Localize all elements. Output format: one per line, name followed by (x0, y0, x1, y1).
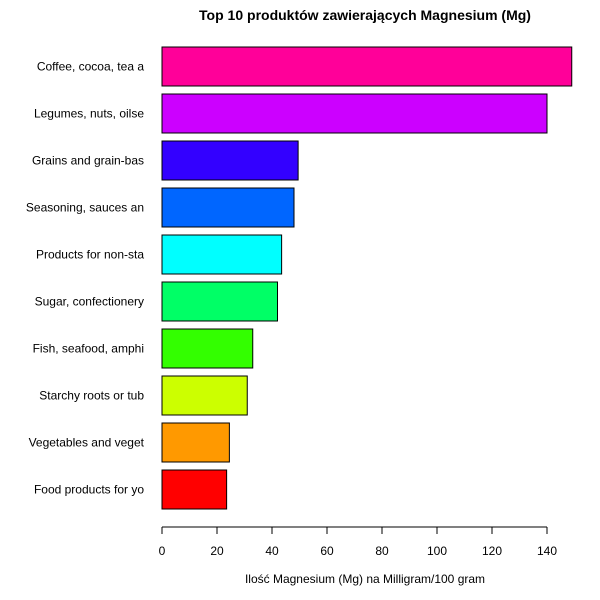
bar-starchy-roots-or-tub (161, 375, 248, 416)
bar-coffee-cocoa-tea-a (161, 46, 573, 87)
x-tick-label: 140 (537, 544, 557, 558)
bar-vegetables-and-veget (161, 422, 230, 463)
x-tick-label: 20 (210, 544, 224, 558)
bar-grains-and-grain-bas (161, 140, 299, 181)
category-label: Fish, seafood, amphi (33, 342, 144, 356)
category-label: Sugar, confectionery (35, 295, 144, 309)
category-labels: Coffee, cocoa, tea a Legumes, nuts, oilse… (26, 60, 145, 497)
x-tick-label: 120 (482, 544, 502, 558)
category-label: Coffee, cocoa, tea a (37, 60, 145, 74)
bar-products-for-non-sta (161, 234, 283, 275)
x-tick-label: 40 (265, 544, 279, 558)
bar-legumes-nuts-oilse (161, 93, 548, 134)
category-label: Seasoning, sauces an (26, 201, 144, 215)
category-label: Vegetables and veget (29, 436, 145, 450)
x-tick-label: 80 (375, 544, 389, 558)
chart-title: Top 10 produktów zawierających Magnesium… (199, 7, 531, 23)
category-label: Starchy roots or tub (39, 389, 144, 403)
x-axis-label: Ilość Magnesium (Mg) na Milligram/100 gr… (245, 572, 485, 586)
category-label: Food products for yo (34, 483, 144, 497)
category-label: Grains and grain-bas (32, 154, 144, 168)
x-axis: 0 20 40 60 80 100 120 140 (159, 526, 557, 558)
x-tick-label: 60 (320, 544, 334, 558)
bar-fish-seafood-amphi (161, 328, 254, 369)
bar-food-products-for-yo (161, 469, 228, 510)
bar-sugar-confectionery (161, 281, 278, 322)
category-label: Legumes, nuts, oilse (34, 107, 144, 121)
bars-group (161, 46, 573, 510)
bar-seasoning-sauces-an (161, 187, 295, 228)
category-label: Products for non-sta (36, 248, 144, 262)
x-tick-label: 100 (427, 544, 447, 558)
x-tick-label: 0 (159, 544, 166, 558)
